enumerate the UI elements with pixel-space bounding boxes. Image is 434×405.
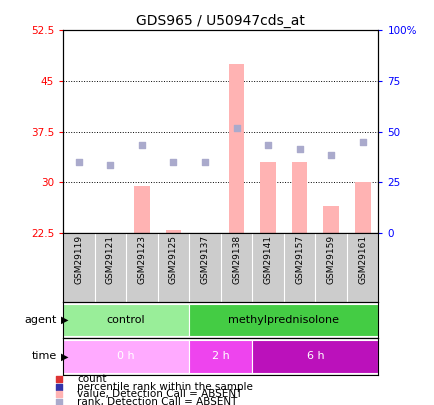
Text: GSM29141: GSM29141 xyxy=(263,235,272,284)
Bar xyxy=(63,304,189,336)
Text: GSM29119: GSM29119 xyxy=(74,235,83,284)
Text: GSM29157: GSM29157 xyxy=(294,235,303,284)
Bar xyxy=(63,340,189,373)
Point xyxy=(264,142,271,148)
Point xyxy=(201,159,208,165)
Bar xyxy=(134,185,149,233)
Point xyxy=(358,139,365,145)
Text: GSM29137: GSM29137 xyxy=(200,235,209,284)
Point xyxy=(379,290,386,296)
Text: count: count xyxy=(77,374,106,384)
Text: control: control xyxy=(107,315,145,325)
Text: value, Detection Call = ABSENT: value, Detection Call = ABSENT xyxy=(77,389,242,399)
Text: GSM29138: GSM29138 xyxy=(231,235,240,284)
Text: percentile rank within the sample: percentile rank within the sample xyxy=(77,382,253,392)
Point xyxy=(379,152,386,158)
Text: ▶: ▶ xyxy=(61,315,68,325)
Text: 6 h: 6 h xyxy=(306,352,323,361)
Bar xyxy=(291,162,307,233)
Point xyxy=(138,142,145,148)
Bar xyxy=(354,182,370,233)
Text: 0 h: 0 h xyxy=(117,352,135,361)
Title: GDS965 / U50947cds_at: GDS965 / U50947cds_at xyxy=(136,14,305,28)
Text: GSM29159: GSM29159 xyxy=(326,235,335,284)
Bar xyxy=(322,206,338,233)
Text: GSM29121: GSM29121 xyxy=(105,235,115,284)
Point xyxy=(75,159,82,165)
Text: GSM29161: GSM29161 xyxy=(357,235,366,284)
Bar xyxy=(189,304,378,336)
Text: 2 h: 2 h xyxy=(211,352,229,361)
Point xyxy=(170,159,177,165)
Point xyxy=(379,221,386,227)
Point xyxy=(379,359,386,365)
Point xyxy=(233,125,240,132)
Text: rank, Detection Call = ABSENT: rank, Detection Call = ABSENT xyxy=(77,397,237,405)
Bar xyxy=(165,230,181,233)
Bar xyxy=(260,162,275,233)
Text: time: time xyxy=(31,352,56,361)
Text: GSM29123: GSM29123 xyxy=(137,235,146,284)
Point xyxy=(296,145,302,152)
Point xyxy=(107,162,114,168)
Text: ▶: ▶ xyxy=(61,352,68,361)
Point xyxy=(327,152,334,158)
Text: agent: agent xyxy=(24,315,56,325)
Bar xyxy=(228,64,244,233)
Text: methylprednisolone: methylprednisolone xyxy=(228,315,339,325)
Text: GSM29125: GSM29125 xyxy=(168,235,178,284)
Bar xyxy=(252,340,378,373)
Bar xyxy=(189,340,252,373)
